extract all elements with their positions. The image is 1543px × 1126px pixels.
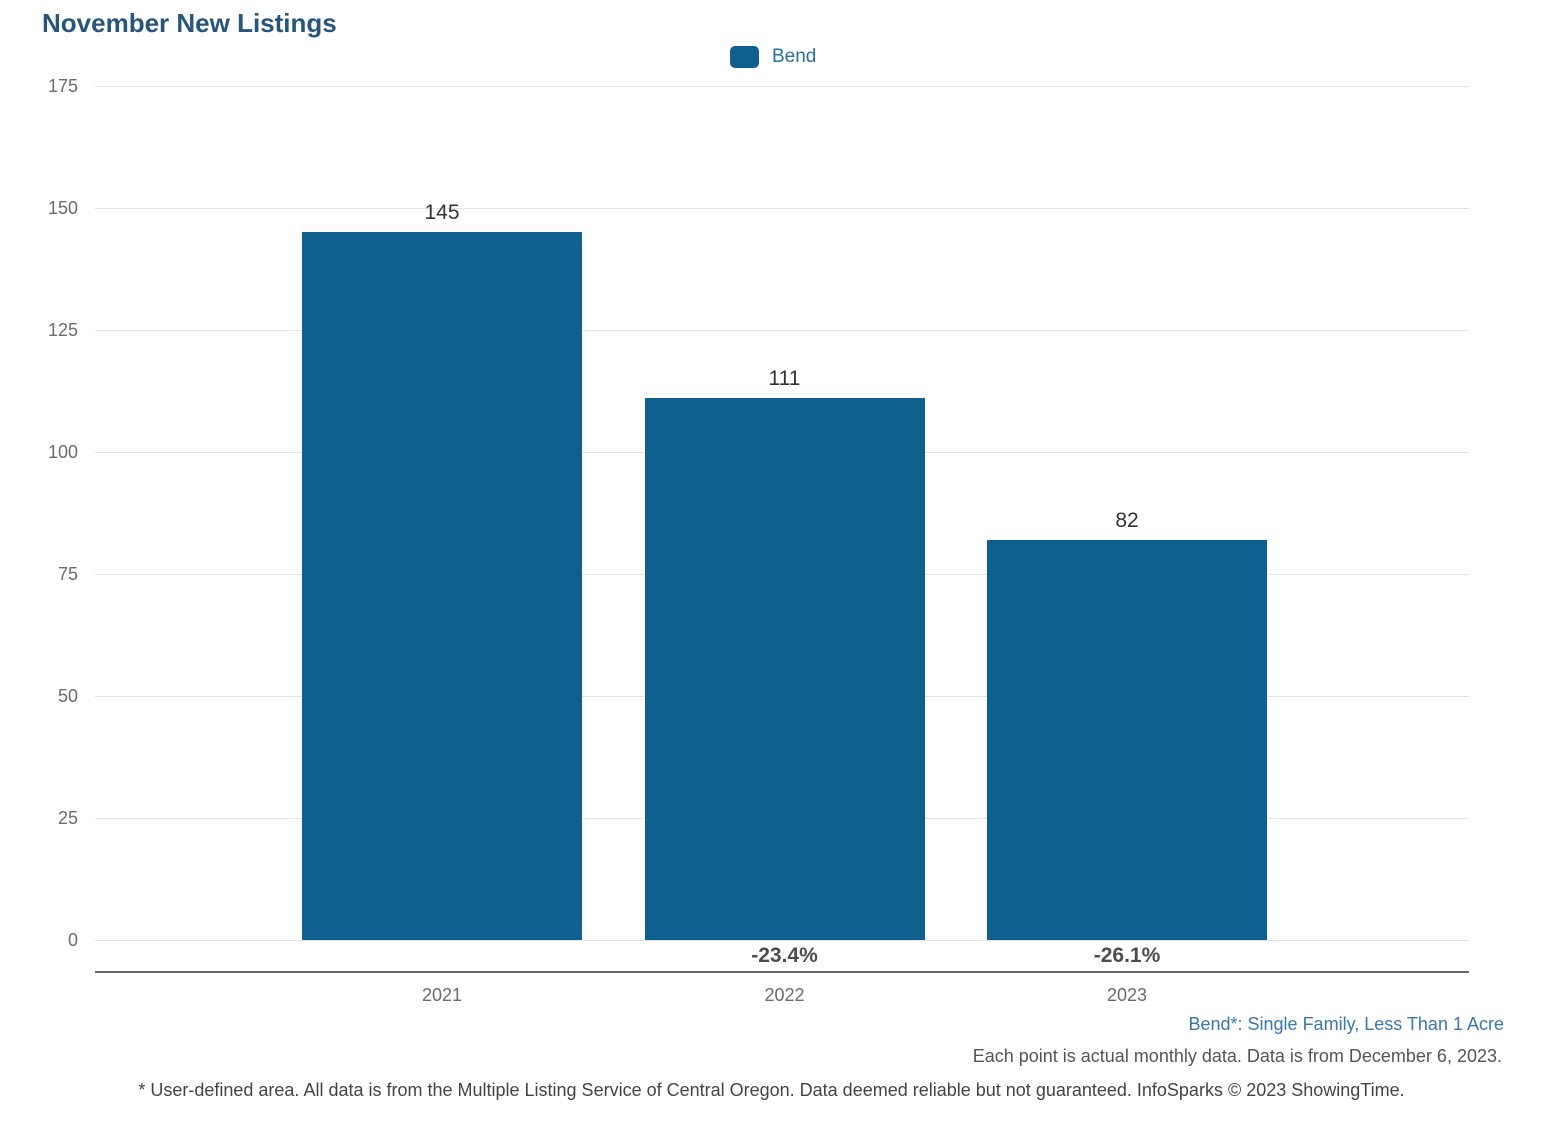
y-tick-label-100: 100 xyxy=(47,442,78,462)
x-axis-label-2023: 2023 xyxy=(1106,985,1148,1005)
bar-2023[interactable] xyxy=(987,539,1267,940)
legend[interactable]: Bend xyxy=(730,46,816,68)
bar-2021[interactable] xyxy=(302,232,582,940)
y-tick-label-75: 75 xyxy=(57,564,78,584)
bar-value-label-2021: 145 xyxy=(424,201,460,225)
y-tick-label-50: 50 xyxy=(57,686,78,706)
y-tick-label-125: 125 xyxy=(47,320,78,340)
bar-value-label-2023: 82 xyxy=(1115,508,1139,532)
pct-change-label-2022: -23.4% xyxy=(751,944,818,967)
x-axis-label-2022: 2022 xyxy=(764,985,805,1005)
bar-2022[interactable] xyxy=(644,398,925,940)
chart-title: November New Listings xyxy=(42,8,337,38)
y-tick-label-0: 0 xyxy=(67,930,78,950)
pct-change-label-2023: -26.1% xyxy=(1093,944,1161,967)
bar-value-label-2022: 111 xyxy=(768,367,801,391)
legend-swatch-bend xyxy=(730,46,759,68)
y-tick-label-150: 150 xyxy=(47,198,78,218)
footnote-segment-definition: Bend*: Single Family, Less Than 1 Acre xyxy=(1188,1014,1504,1034)
x-axis-line xyxy=(95,971,1469,973)
gridline-y-125 xyxy=(95,330,1469,331)
legend-label-bend: Bend xyxy=(772,46,817,67)
gridline-y-0 xyxy=(95,940,1469,941)
x-axis-label-2021: 2021 xyxy=(421,985,463,1005)
footnote-disclaimer: * User-defined area. All data is from th… xyxy=(138,1080,1405,1100)
gridline-y-150 xyxy=(95,208,1469,209)
y-tick-label-25: 25 xyxy=(57,808,78,828)
gridline-y-175 xyxy=(95,86,1469,87)
y-tick-label-175: 175 xyxy=(47,76,78,96)
footnote-data-source: Each point is actual monthly data. Data … xyxy=(972,1046,1502,1066)
